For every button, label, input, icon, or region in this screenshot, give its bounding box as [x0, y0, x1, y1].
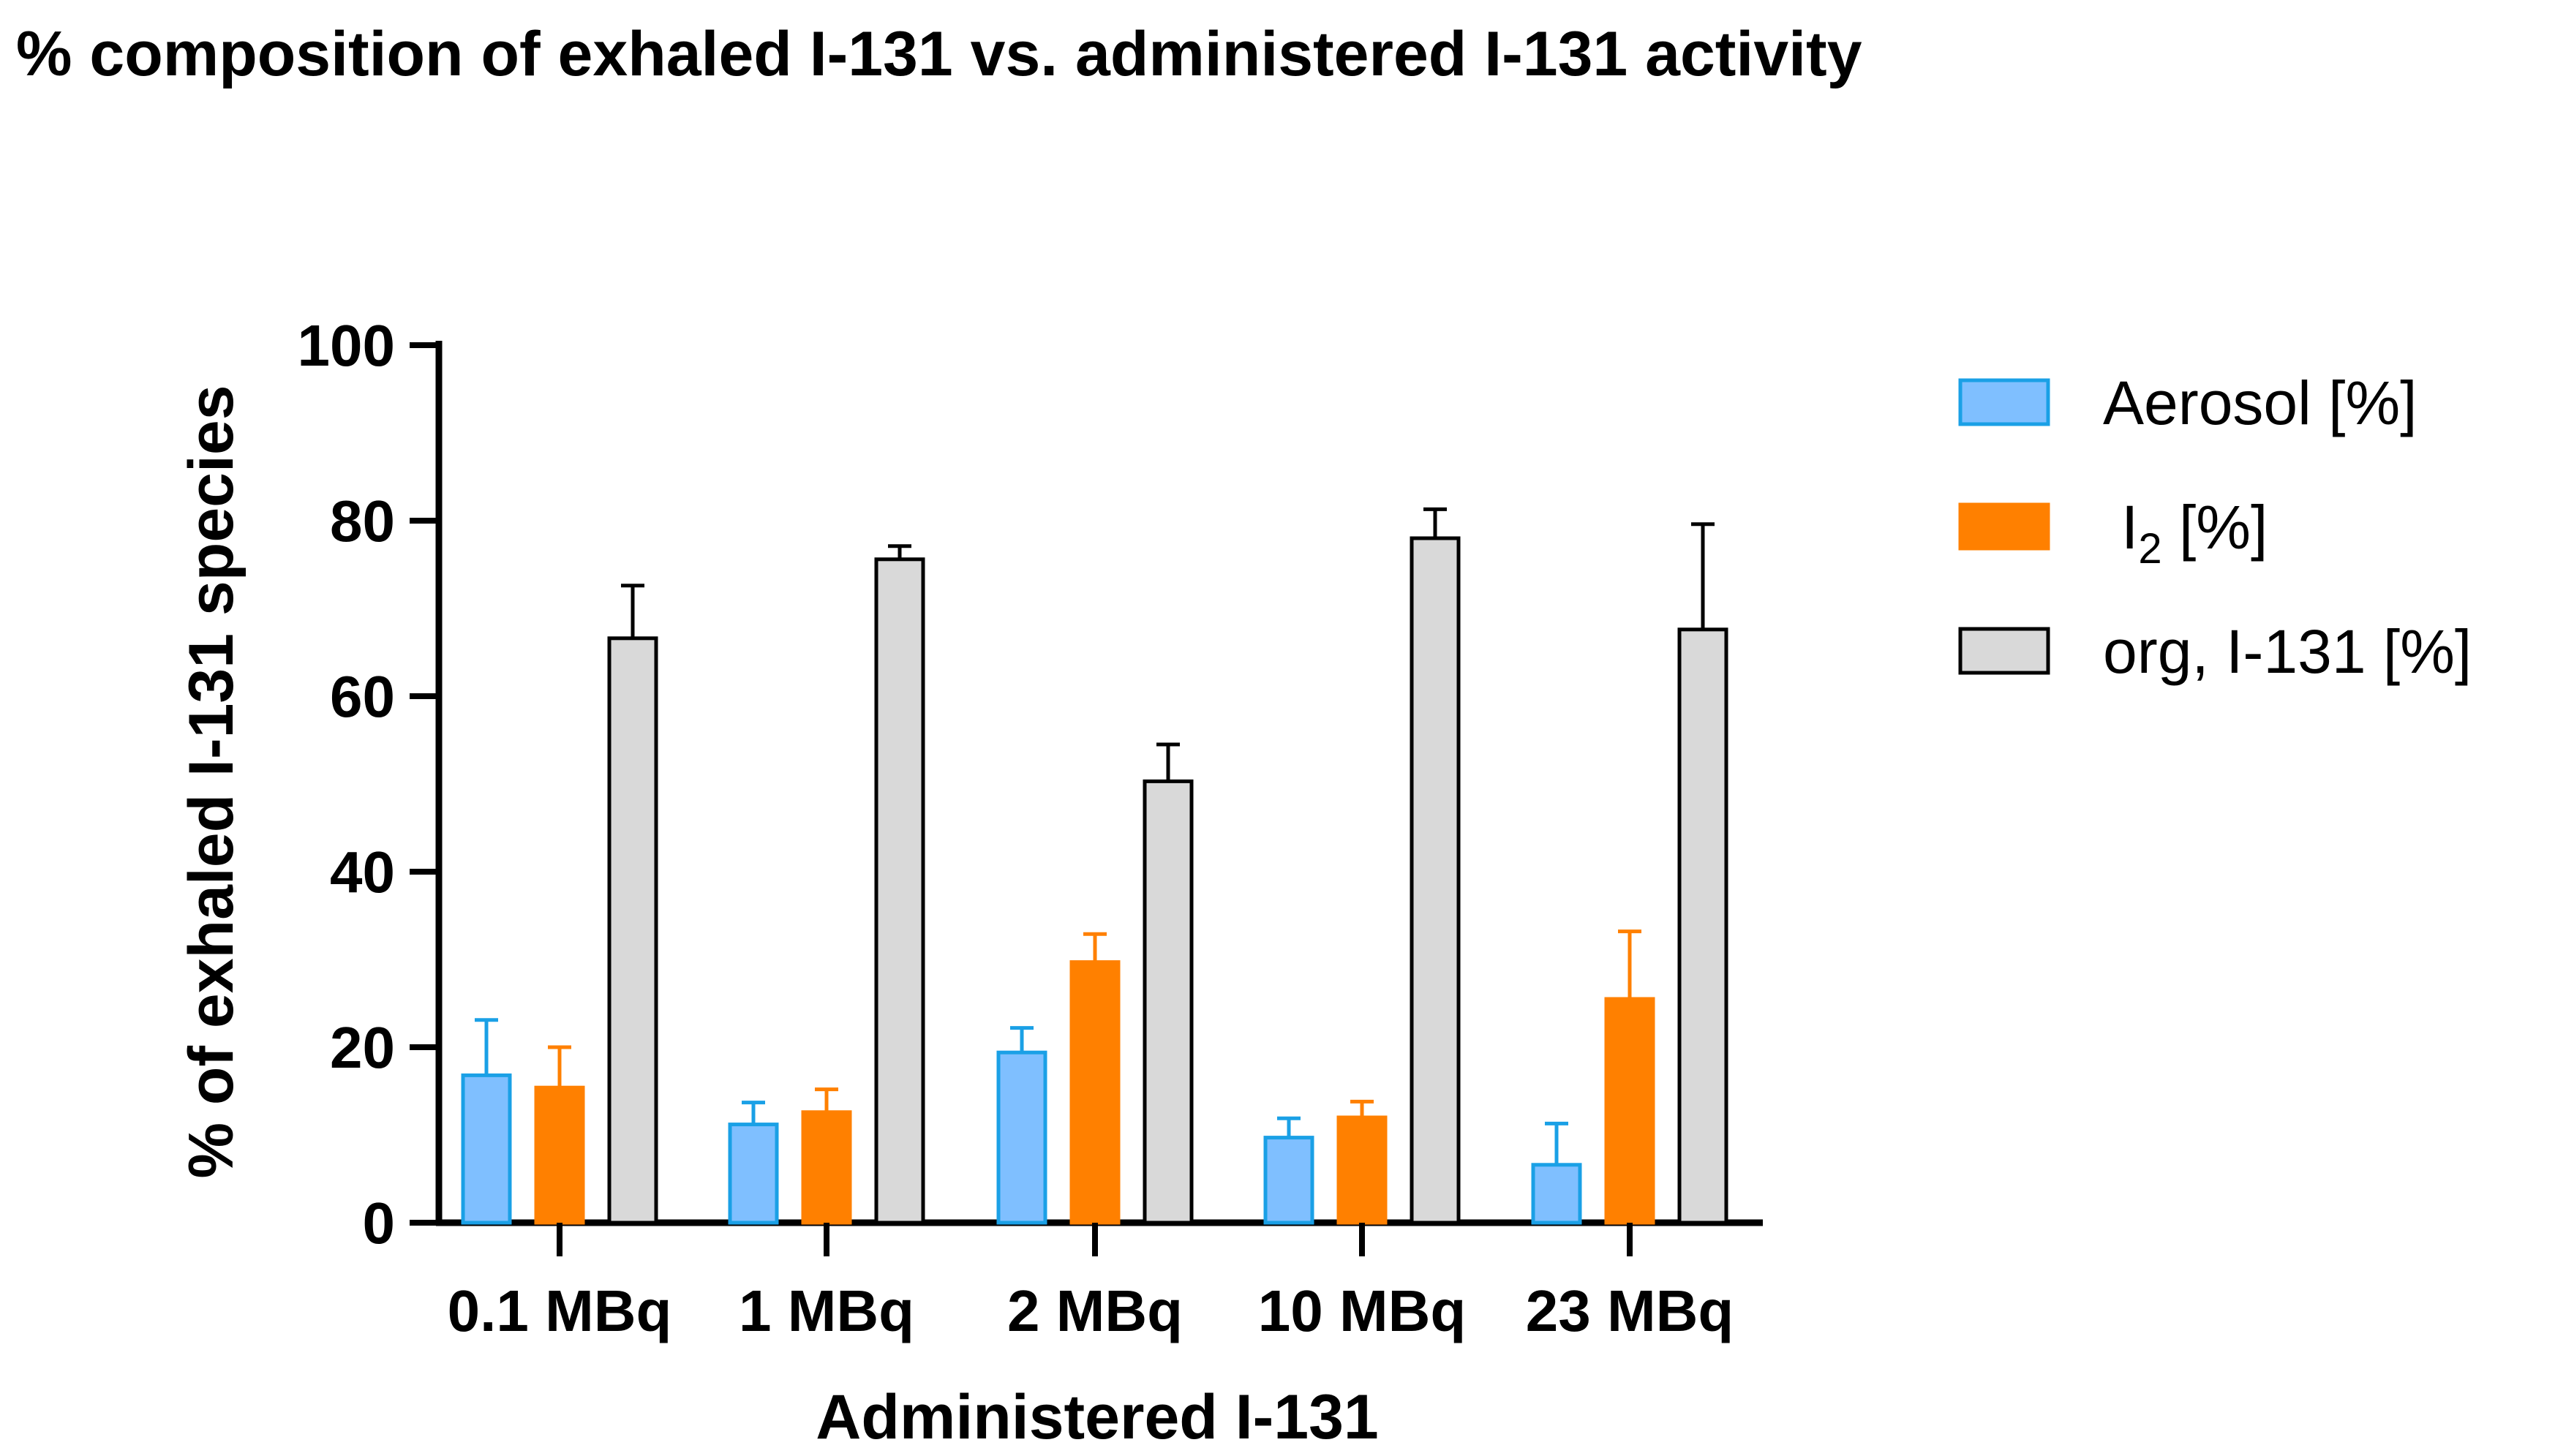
- y-axis-ticks: 0 20 40 60 80 100: [298, 313, 439, 1256]
- y-tick-label: 20: [330, 1015, 395, 1080]
- y-tick-label: 40: [330, 840, 395, 905]
- bar: [1531, 1163, 1582, 1225]
- bar: [1143, 779, 1194, 1225]
- y-tick-label: 80: [330, 489, 395, 554]
- bar: [1069, 960, 1121, 1225]
- bar: [996, 1050, 1047, 1225]
- x-tick-label: 1 MBq: [739, 1278, 914, 1343]
- bars: [461, 507, 1728, 1225]
- x-axis-label: Administered I-131: [816, 1382, 1378, 1452]
- chart-title: % composition of exhaled I-131 vs. admin…: [16, 19, 1862, 89]
- bar: [1263, 1136, 1314, 1225]
- legend-label: org, I-131 [%]: [2103, 617, 2472, 686]
- bar: [1677, 627, 1728, 1225]
- x-tick-label: 0.1 MBq: [448, 1278, 672, 1343]
- bar: [1604, 997, 1655, 1225]
- bar: [1336, 1115, 1388, 1225]
- x-tick-label: 2 MBq: [1007, 1278, 1183, 1343]
- y-axis-label: % of exhaled I-131 species: [176, 385, 247, 1178]
- legend-swatch: [1958, 502, 2050, 551]
- legend-label: I2 [%]: [2121, 493, 2268, 573]
- x-axis-ticks: 0.1 MBq 1 MBq 2 MBq 10 MBq 23 MBq: [448, 1223, 1734, 1343]
- bar: [801, 1110, 852, 1225]
- bar: [607, 636, 658, 1225]
- y-tick-label: 100: [298, 313, 395, 378]
- legend-swatch: [1958, 627, 2050, 675]
- bar: [1410, 536, 1461, 1225]
- legend-label: Aerosol [%]: [2103, 369, 2417, 437]
- bar: [461, 1073, 512, 1225]
- legend: Aerosol [%] I2 [%] org, I-131 [%]: [1958, 369, 2472, 686]
- bar: [534, 1085, 585, 1225]
- y-tick-label: 60: [330, 664, 395, 729]
- bar: [728, 1123, 779, 1225]
- legend-swatch: [1958, 378, 2050, 426]
- y-tick-label: 0: [363, 1191, 396, 1256]
- x-tick-label: 10 MBq: [1258, 1278, 1467, 1343]
- bar: [874, 557, 925, 1225]
- x-tick-label: 23 MBq: [1526, 1278, 1734, 1343]
